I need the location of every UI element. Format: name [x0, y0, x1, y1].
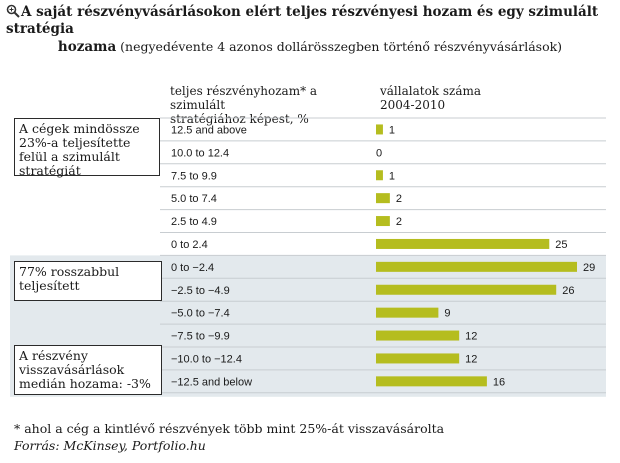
- bar: [376, 353, 460, 364]
- bar: [376, 307, 439, 318]
- magnifier-icon[interactable]: [6, 4, 20, 18]
- value-label: 0: [376, 147, 382, 159]
- value-label: 16: [493, 376, 505, 388]
- category-label: −10.0 to −12.4: [171, 353, 242, 365]
- note-underperformed: 77% rosszabbul teljesített: [14, 261, 162, 301]
- category-label: 0 to −2.4: [171, 262, 214, 274]
- value-label: 25: [555, 239, 567, 251]
- column-header-return: teljes részvényhozam* a szimulált straté…: [170, 84, 370, 126]
- chart-title: A saját részvényvásárlásokon elért telje…: [6, 4, 614, 56]
- column-header-count-line2: 2004-2010: [380, 98, 446, 112]
- bar: [376, 238, 550, 249]
- value-label: 1: [389, 124, 395, 136]
- category-label: −2.5 to −4.9: [171, 285, 230, 297]
- column-header-count: vállalatok száma 2004-2010: [380, 84, 530, 112]
- title-line-2: hozama (negyedévente 4 azonos dollárössz…: [6, 38, 614, 56]
- title-text-2-rest: (negyedévente 4 azonos dollárösszegben t…: [116, 39, 563, 54]
- note-median-return: A részvény visszavásárlások medián hozam…: [14, 345, 162, 395]
- bar: [376, 193, 390, 204]
- value-label: 29: [583, 262, 595, 274]
- category-label: −12.5 and below: [171, 376, 252, 388]
- value-label: 1: [389, 170, 395, 182]
- bar: [376, 284, 557, 295]
- category-label: 5.0 to 7.4: [171, 193, 217, 205]
- bar: [376, 376, 487, 387]
- category-label: 2.5 to 4.9: [171, 216, 217, 228]
- footnote: * ahol a cég a kintlévő részvények több …: [14, 421, 445, 436]
- bar: [376, 170, 383, 181]
- bar: [376, 330, 460, 341]
- column-header-count-line1: vállalatok száma: [380, 84, 482, 98]
- category-label: −7.5 to −9.9: [171, 331, 230, 343]
- bar: [376, 124, 383, 135]
- column-header-return-line2: stratégiához képest, %: [170, 112, 309, 126]
- title-text-2-bold: hozama: [57, 39, 117, 55]
- category-label: 7.5 to 9.9: [171, 170, 217, 182]
- value-label: 26: [562, 285, 574, 297]
- category-label: −5.0 to −7.4: [171, 308, 230, 320]
- category-label: 12.5 and above: [171, 124, 247, 136]
- value-label: 9: [444, 308, 450, 320]
- column-header-return-line1: teljes részvényhozam* a szimulált: [170, 84, 318, 112]
- title-line-1: A saját részvényvásárlásokon elért telje…: [6, 4, 614, 38]
- bar: [376, 216, 390, 227]
- category-label: 10.0 to 12.4: [171, 147, 229, 159]
- value-label: 2: [396, 193, 402, 205]
- note-outperformed: A cégek mindössze 23%-a teljesítette fel…: [14, 118, 160, 178]
- category-label: 0 to 2.4: [171, 239, 208, 251]
- title-text-1: A saját részvényvásárlásokon elért telje…: [6, 4, 599, 37]
- bar: [376, 261, 577, 272]
- value-label: 12: [465, 331, 477, 343]
- source-note: Forrás: McKinsey, Portfolio.hu: [14, 438, 206, 453]
- value-label: 12: [465, 353, 477, 365]
- value-label: 2: [396, 216, 402, 228]
